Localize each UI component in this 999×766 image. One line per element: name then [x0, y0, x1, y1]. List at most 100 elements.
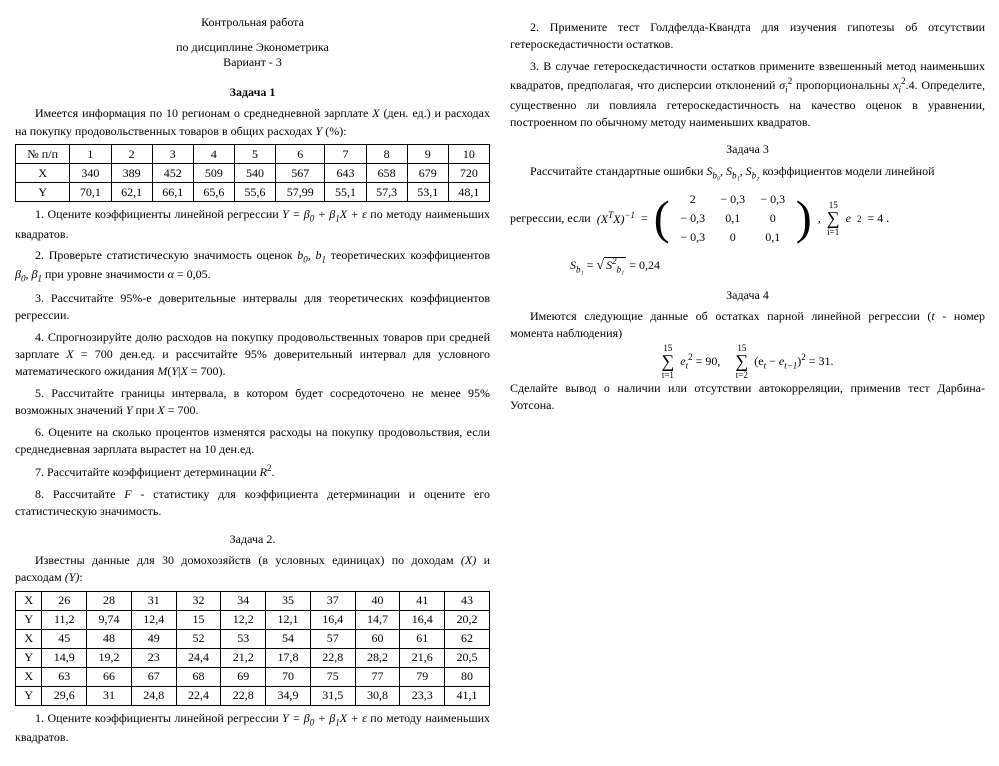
cell: 567 [276, 164, 325, 183]
cell: 14,7 [355, 610, 400, 629]
cell: 54 [266, 629, 311, 648]
cell: 37 [310, 591, 355, 610]
cell: 9,74 [87, 610, 132, 629]
cell: 26 [42, 591, 87, 610]
cell: X [16, 591, 42, 610]
task4-eq: 15∑t=1 et2 = 90, 15∑t=2 (et − et−1)2 = 3… [510, 351, 985, 372]
cell: 5 [234, 145, 275, 164]
text: при уровне значимости [42, 267, 168, 281]
table-row: № п/п12345678910 [16, 145, 490, 164]
matrix: ( 2− 0,3− 0,3 − 0,30,10 − 0,300,1 ) [654, 190, 812, 247]
var: F [124, 487, 131, 501]
cell: № п/п [16, 145, 70, 164]
table-row: X340389452509540567643658679720 [16, 164, 490, 183]
cell: 720 [448, 164, 489, 183]
cell: 22,8 [310, 648, 355, 667]
cell: X [16, 629, 42, 648]
cell: 62 [445, 629, 490, 648]
cell: 10 [448, 145, 489, 164]
task1-q6: 6. Оцените на сколько процентов изменятс… [15, 424, 490, 459]
cell: 389 [111, 164, 152, 183]
cell: 23,3 [400, 686, 445, 705]
cell: 21,2 [221, 648, 266, 667]
text: = [641, 211, 648, 226]
cell: 67 [131, 667, 176, 686]
cell: 17,8 [266, 648, 311, 667]
cell: 79 [400, 667, 445, 686]
val: = 0,24 [629, 258, 660, 272]
cell: 15 [176, 610, 221, 629]
task3-sb: Sb₁ = √S2b₁ = 0,24 [570, 255, 985, 276]
cell: 643 [325, 164, 366, 183]
cell: 3 [152, 145, 193, 164]
cell: 57 [310, 629, 355, 648]
table-row: Y14,919,22324,421,217,822,828,221,620,5 [16, 648, 490, 667]
cell: 2 [673, 190, 713, 209]
text: . [196, 403, 199, 417]
cell: Y [16, 183, 70, 202]
cell: 679 [407, 164, 448, 183]
cell: 34,9 [266, 686, 311, 705]
task1-table: № п/п12345678910 X3403894525095405676436… [15, 144, 490, 202]
var-x: X [372, 106, 379, 120]
cell: 48,1 [448, 183, 489, 202]
cell: 0,1 [713, 209, 753, 228]
var: Y [126, 403, 133, 417]
cell: 509 [193, 164, 234, 183]
sigma-icon: 15∑t=1 [661, 351, 674, 372]
text: 8. Рассчитайте [35, 487, 124, 501]
cell: 23 [131, 648, 176, 667]
sigma-icon: 15∑t=2 [735, 351, 748, 372]
task4-title: Задача 4 [510, 287, 985, 304]
cell: 22,8 [221, 686, 266, 705]
cell: 14,9 [42, 648, 87, 667]
cell: 540 [234, 164, 275, 183]
cell: 41,1 [445, 686, 490, 705]
cell: 34 [221, 591, 266, 610]
text: : [79, 570, 82, 584]
task4-intro: Имеются следующие данные об остатках пар… [510, 308, 985, 343]
left-column: Контрольная работа по дисциплине Экономе… [15, 15, 490, 751]
cell: 20,5 [445, 648, 490, 667]
task3-intro: Рассчитайте стандартные ошибки Sb₀, Sb₁,… [510, 163, 985, 182]
cell: 77 [355, 667, 400, 686]
task1-q7: 7. Рассчитайте коэффициент детерминации … [15, 462, 490, 481]
task1-q1: 1. Оцените коэффициенты линейной регресс… [15, 206, 490, 243]
cell: 66 [87, 667, 132, 686]
sum-lower: t=1 [662, 370, 674, 380]
cell: 2 [111, 145, 152, 164]
cell: 11,2 [42, 610, 87, 629]
table-row: Y11,29,7412,41512,212,116,414,716,420,2 [16, 610, 490, 629]
text: Рассчитайте стандартные ошибки [530, 164, 706, 178]
task1-q5: 5. Рассчитайте границы интервала, в кото… [15, 385, 490, 420]
cell: 16,4 [400, 610, 445, 629]
cell: 0 [713, 228, 753, 247]
text: Известны данные для 30 домохозяйств (в у… [35, 553, 461, 567]
task1-q8: 8. Рассчитайте F - статистику для коэффи… [15, 486, 490, 521]
table-row: X63666768697075777980 [16, 667, 490, 686]
text: теоретических коэффициентов [326, 248, 490, 262]
cell: 30,8 [355, 686, 400, 705]
doc-header: Контрольная работа по дисциплине Экономе… [15, 15, 490, 70]
table-row: Y70,162,166,165,655,657,9955,157,353,148… [16, 183, 490, 202]
cell: 68 [176, 667, 221, 686]
cell: − 0,3 [673, 209, 713, 228]
task1-q3: 3. Рассчитайте 95%-е доверительные интер… [15, 290, 490, 325]
cell: 62,1 [111, 183, 152, 202]
cell: 49 [131, 629, 176, 648]
cell: 31 [131, 591, 176, 610]
cell: 4 [193, 145, 234, 164]
cell: X [16, 164, 70, 183]
sum-upper: 15 [737, 343, 746, 353]
task1-intro: Имеется информация по 10 регионам о сред… [15, 105, 490, 140]
cell: 55,1 [325, 183, 366, 202]
cell: Y [16, 648, 42, 667]
cell: 12,1 [266, 610, 311, 629]
right-column: 2. Примените тест Голдфелда-Квандта для … [510, 15, 985, 751]
text: (%): [322, 124, 346, 138]
cell: 48 [87, 629, 132, 648]
cell: 6 [276, 145, 325, 164]
cell: Y [16, 686, 42, 705]
cell: 0 [753, 209, 793, 228]
task3-title: Задача 3 [510, 141, 985, 158]
